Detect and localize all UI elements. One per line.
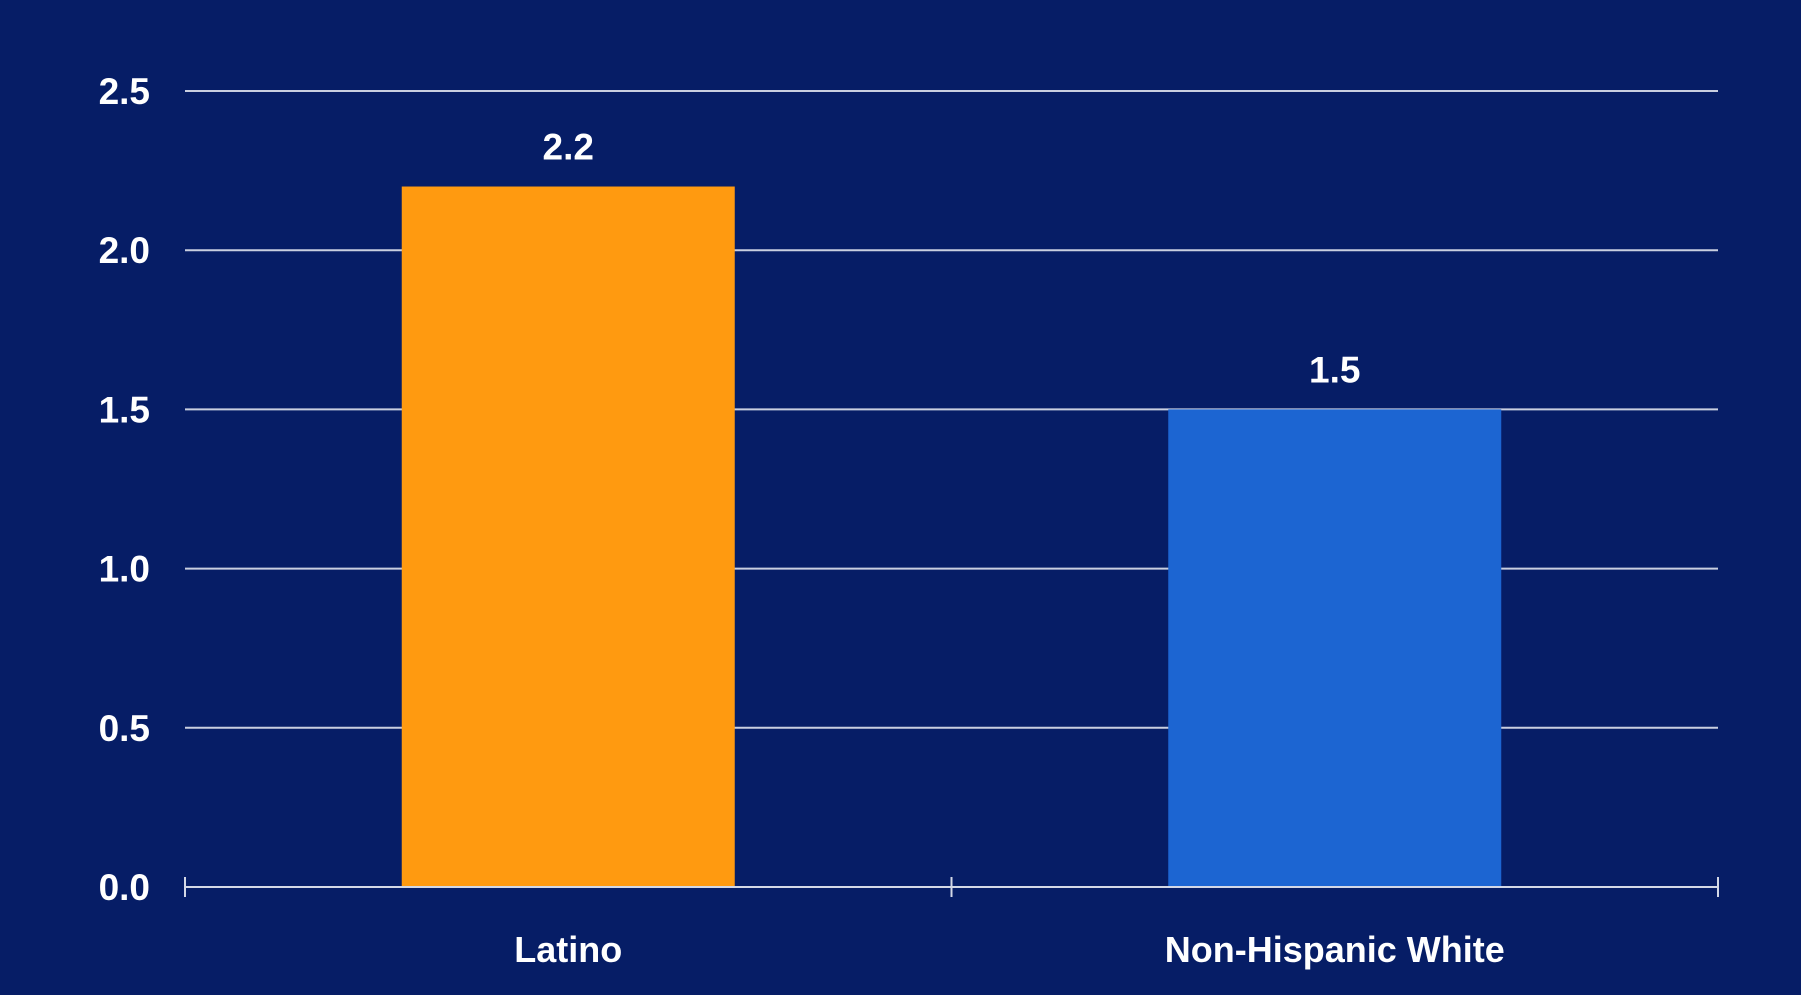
y-tick-label: 1.0 xyxy=(99,549,150,590)
y-tick-label: 0.0 xyxy=(99,867,150,908)
y-tick-label: 2.5 xyxy=(99,71,150,112)
category-label: Latino xyxy=(514,929,622,970)
data-labels: 2.2 1.5 xyxy=(543,127,1361,391)
y-tick-label: 2.0 xyxy=(99,230,150,271)
data-label: 1.5 xyxy=(1309,349,1360,390)
bar-latino xyxy=(401,186,735,887)
data-label: 2.2 xyxy=(543,127,594,168)
y-tick-label: 1.5 xyxy=(99,389,150,430)
y-axis-tick-labels: 0.0 0.5 1.0 1.5 2.0 2.5 xyxy=(99,71,150,908)
bars xyxy=(401,186,1502,887)
y-tick-label: 0.5 xyxy=(99,708,150,749)
x-axis-category-labels: Latino Non-Hispanic White xyxy=(514,929,1504,970)
category-label: Non-Hispanic White xyxy=(1165,929,1505,970)
bar-non-hispanic-white xyxy=(1168,409,1502,887)
x-axis xyxy=(184,877,1719,897)
